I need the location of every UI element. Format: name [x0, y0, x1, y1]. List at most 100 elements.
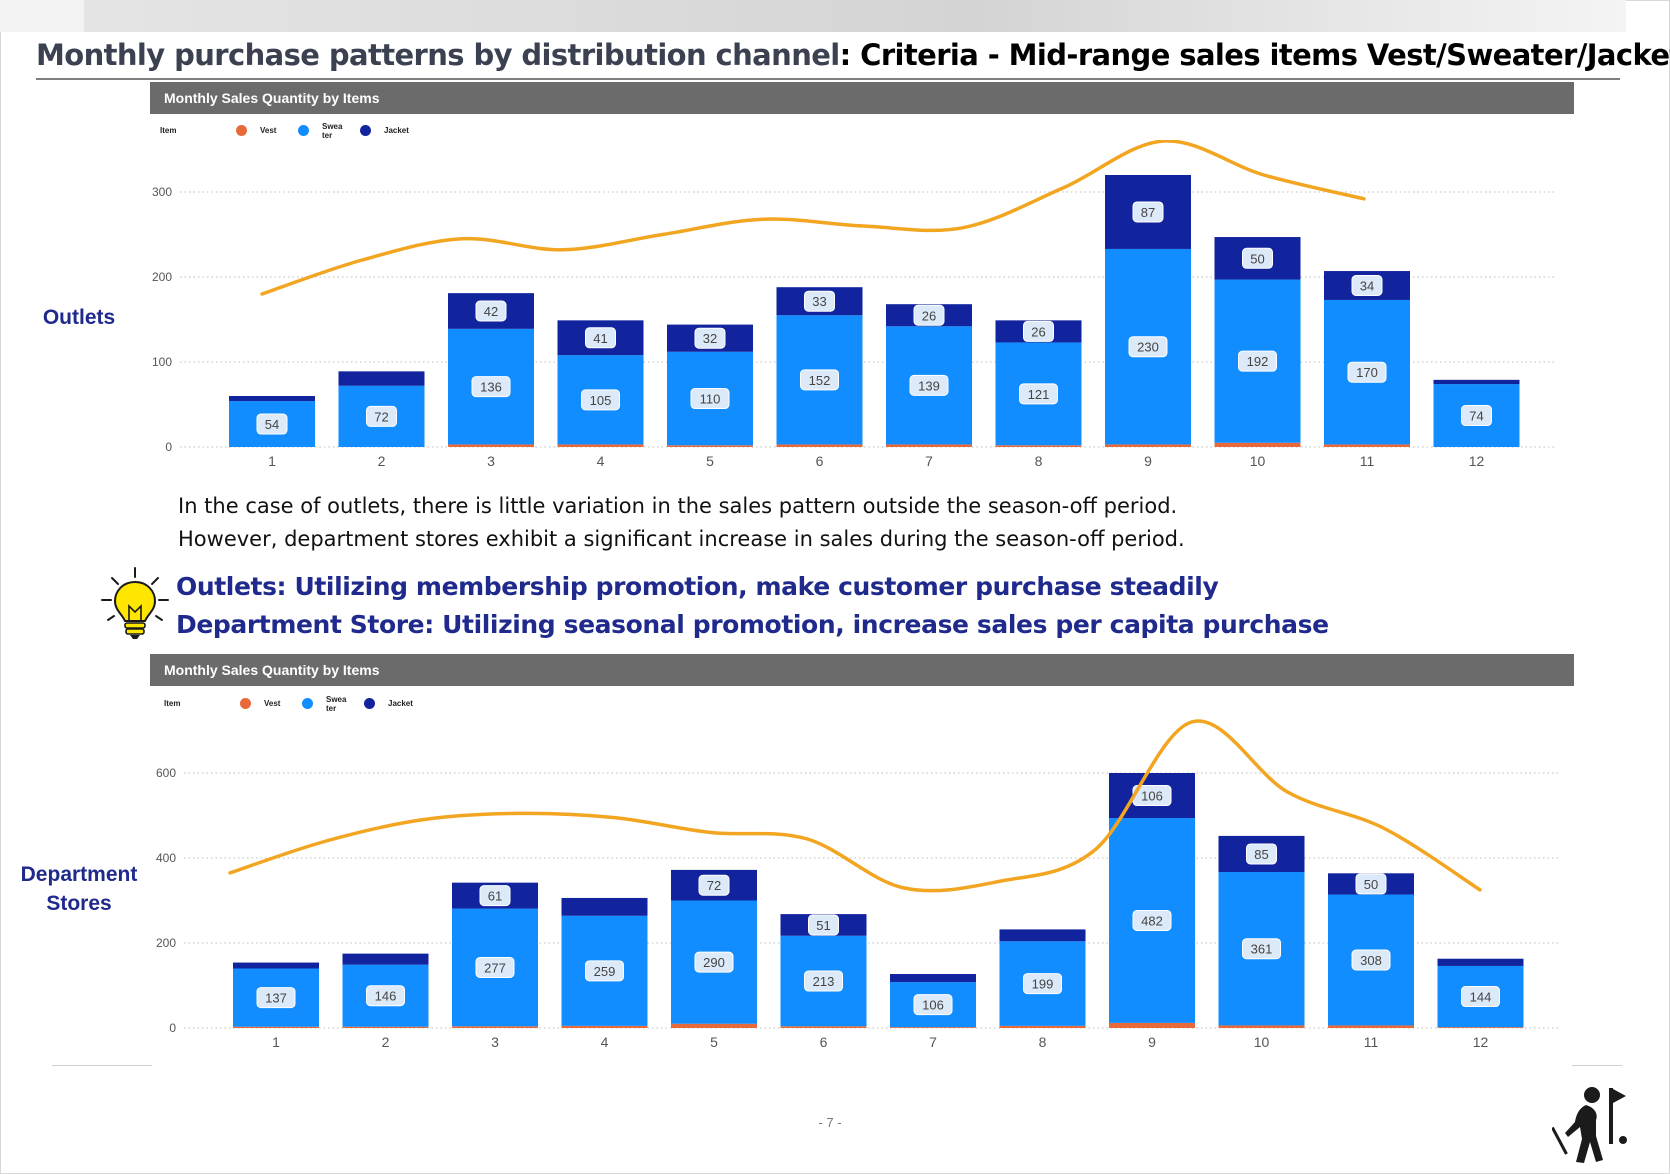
data-label-jacket: 50	[1250, 251, 1264, 266]
data-label-sweater: 213	[813, 974, 835, 989]
x-tick-label: 10	[1250, 453, 1266, 469]
data-label-sweater: 259	[594, 964, 616, 979]
legend2-label-sweater-2: ter	[326, 704, 337, 713]
data-label-jacket-box	[1351, 275, 1383, 296]
bar-vest	[776, 444, 863, 447]
bar-vest	[890, 1027, 976, 1028]
bar-vest	[995, 445, 1082, 447]
x-tick-label: 7	[925, 453, 933, 469]
bar-vest	[561, 1025, 648, 1028]
data-label-sweater-box	[800, 369, 839, 391]
data-label-jacket: 85	[1254, 847, 1268, 862]
chart2-header: Monthly Sales Quantity by Items	[150, 654, 1574, 686]
x-tick-label: 5	[710, 1034, 718, 1050]
chart1-side-label: Outlets	[20, 303, 138, 332]
data-label-sweater: 230	[1137, 340, 1159, 355]
chart1-header: Monthly Sales Quantity by Items	[150, 82, 1574, 114]
data-label-jacket: 42	[484, 304, 498, 319]
data-label-sweater: 308	[1360, 953, 1382, 968]
data-label-jacket-box	[475, 300, 507, 322]
data-label-sweater-box	[1238, 350, 1277, 372]
legend-dot-sweater	[298, 125, 309, 136]
bar-vest	[780, 1026, 867, 1028]
data-label-sweater-box	[256, 413, 288, 435]
legend2-label-sweater-1: Swea	[326, 695, 347, 704]
page-number: - 7 -	[818, 1115, 842, 1130]
x-tick-label: 2	[382, 1034, 390, 1050]
legend2-label-jacket: Jacket	[388, 699, 413, 708]
data-label-sweater: 136	[480, 380, 502, 395]
x-tick-label: 3	[491, 1034, 499, 1050]
data-label-sweater: 54	[265, 417, 279, 432]
data-label-jacket: 50	[1364, 877, 1378, 892]
data-label-jacket-box	[1132, 201, 1164, 223]
legend-label-sweater-2: ter	[322, 131, 333, 140]
bar-jacket	[1437, 958, 1524, 966]
legend-dot-vest	[236, 125, 247, 136]
data-label-jacket: 61	[488, 889, 502, 904]
bar-vest	[342, 1026, 429, 1028]
data-label-sweater-box	[804, 970, 843, 992]
data-label-sweater: 105	[590, 393, 612, 408]
data-label-jacket-box	[804, 290, 835, 312]
top-banner	[0, 0, 1626, 32]
data-label-sweater: 146	[375, 989, 397, 1004]
data-label-sweater: 106	[922, 998, 944, 1013]
chart2-side-label-line1: Department	[20, 863, 138, 886]
data-label-jacket-box	[585, 327, 616, 349]
data-label-sweater: 361	[1251, 942, 1273, 957]
x-tick-label: 5	[706, 453, 714, 469]
title-part-1: Monthly purchase patterns by distributio…	[36, 38, 840, 72]
x-tick-label: 6	[820, 1034, 828, 1050]
x-tick-label: 2	[378, 453, 386, 469]
chart2-side-label-line2: Stores	[46, 892, 112, 915]
footer-rule-left	[52, 1065, 152, 1066]
chart1-outlets: 0 100 200 300 1 54 2 72 3 136 42 4 105 41 5 110 32 6 152 33…	[152, 140, 1556, 469]
x-tick-label: 8	[1039, 1034, 1047, 1050]
data-label-sweater-box	[1019, 383, 1058, 405]
bar-jacket	[561, 897, 648, 916]
data-label-sweater: 74	[1469, 409, 1483, 424]
data-label-sweater-box	[694, 951, 734, 973]
y-tick-label: 100	[152, 355, 172, 369]
bar-vest	[671, 1023, 757, 1028]
data-label-sweater-box	[1023, 973, 1062, 995]
data-label-sweater-box	[690, 388, 730, 410]
legend2-dot-vest	[240, 698, 251, 709]
data-label-sweater: 277	[484, 960, 506, 975]
data-label-jacket: 72	[707, 878, 721, 893]
x-tick-label: 1	[272, 1034, 280, 1050]
data-label-jacket: 34	[1360, 279, 1374, 294]
data-label-sweater-box	[1461, 986, 1500, 1008]
y-tick-label: 300	[152, 185, 172, 199]
data-label-sweater-box	[909, 374, 949, 396]
data-label-jacket: 87	[1141, 205, 1155, 220]
data-label-sweater: 137	[265, 991, 287, 1006]
insight-text: Outlets: Utilizing membership promotion,…	[176, 568, 1329, 644]
legend-dot-jacket	[360, 125, 371, 136]
x-tick-label: 12	[1473, 1034, 1489, 1050]
data-label-sweater: 139	[918, 378, 940, 393]
data-label-sweater-box	[1461, 405, 1492, 427]
data-label-jacket-box	[694, 327, 726, 349]
page-title: Monthly purchase patterns by distributio…	[36, 38, 1670, 72]
data-label-jacket-box	[479, 885, 511, 907]
x-tick-label: 4	[597, 453, 605, 469]
bar-vest	[1328, 1025, 1414, 1028]
legend2-dot-sweater	[302, 698, 313, 709]
data-label-jacket: 33	[812, 294, 826, 309]
insight-outlets: Outlets: Utilizing membership promotion,…	[176, 572, 1219, 601]
data-label-sweater: 121	[1028, 387, 1050, 402]
bar-vest	[1437, 1027, 1524, 1028]
data-label-jacket: 26	[922, 308, 936, 323]
legend-label-jacket: Jacket	[384, 126, 409, 135]
data-label-jacket-box	[1355, 873, 1387, 895]
data-label-jacket: 26	[1031, 324, 1045, 339]
analysis-line-2: However, department stores exhibit a sig…	[178, 527, 1185, 551]
data-label-sweater-box	[256, 987, 296, 1009]
data-label-sweater-box	[585, 960, 624, 982]
bar-vest	[1105, 444, 1191, 447]
trend-line	[260, 140, 1366, 296]
data-label-jacket: 106	[1141, 789, 1163, 804]
y-tick-label: 200	[152, 270, 172, 284]
